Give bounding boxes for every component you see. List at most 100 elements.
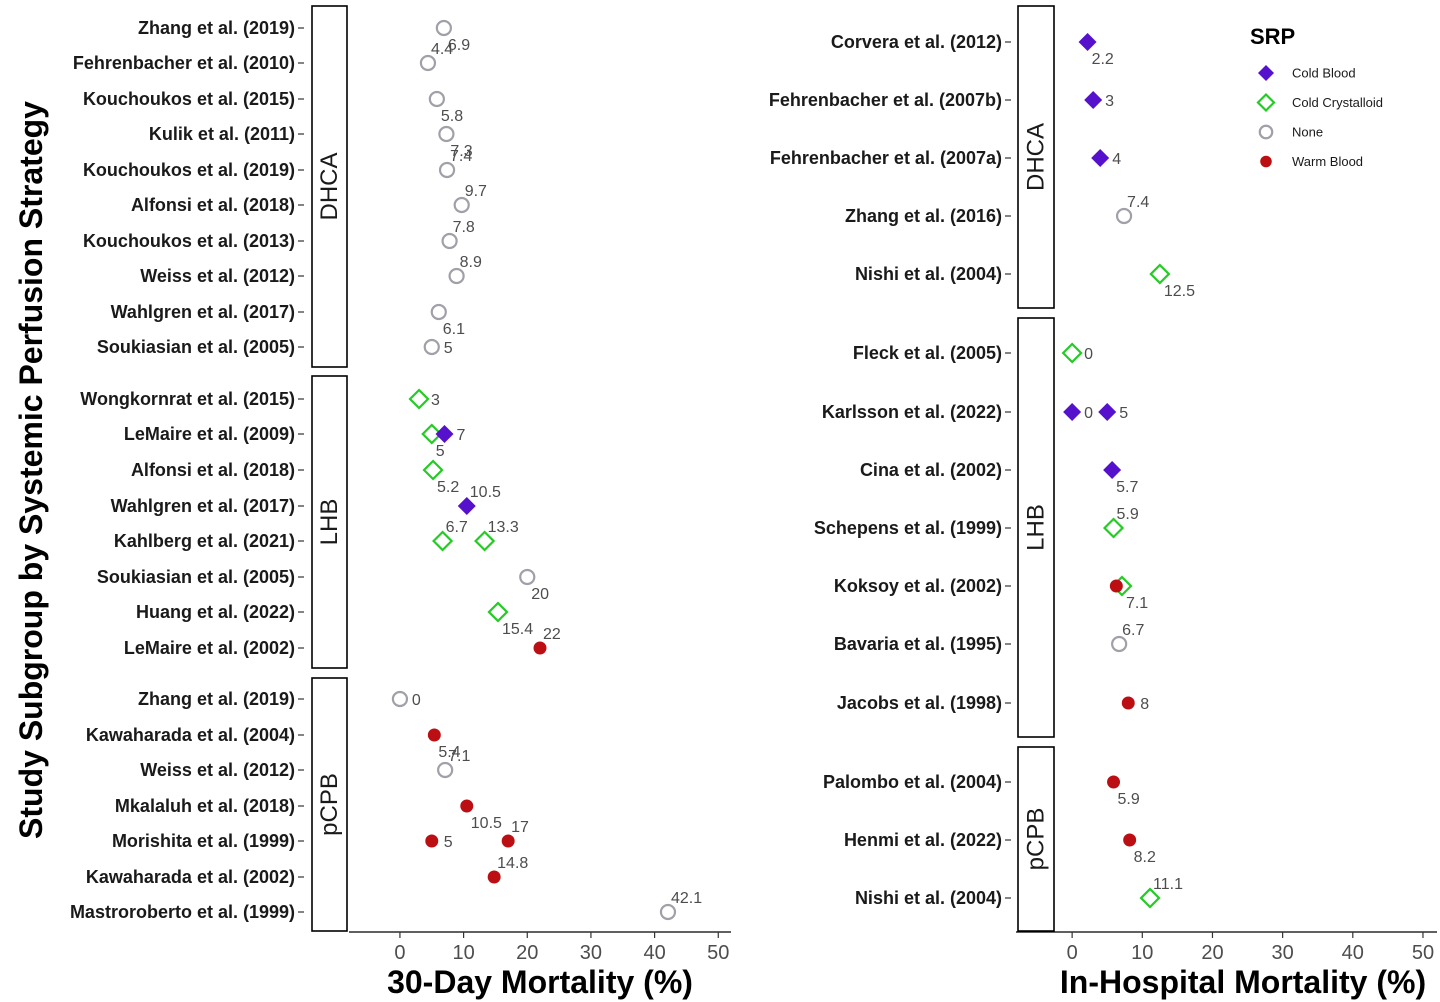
study-label: Zhang et al. (2016) [845, 206, 1002, 226]
data-label: 6.7 [446, 519, 468, 536]
data-point [428, 90, 445, 108]
study-label: Wongkornrat et al. (2015) [80, 389, 295, 409]
study-label: Alfonsi et al. (2018) [131, 195, 295, 215]
study-label: Wahlgren et al. (2017) [111, 302, 295, 322]
facet-strip-label: DHCA [1023, 123, 1050, 191]
legend-key [1258, 65, 1274, 81]
data-label: 10.5 [470, 484, 501, 501]
data-label: 6.7 [1122, 622, 1144, 639]
study-label: Bavaria et al. (1995) [834, 634, 1002, 654]
data-label: 10.5 [471, 815, 502, 832]
data-point [1061, 342, 1083, 364]
legend-label: Warm Blood [1292, 154, 1363, 169]
data-label: 5.4 [438, 744, 460, 761]
study-label: Zhang et al. (2019) [138, 689, 295, 709]
x-tick-label: 0 [394, 942, 405, 964]
panel-lhb: LHB Fleck et al. (2005) 0 Karlsson et al. (… [814, 317, 1149, 738]
study-label: Kawaharada et al. (2002) [86, 867, 295, 887]
facet-strip-label: DHCA [316, 152, 343, 220]
facet-strip [1017, 5, 1055, 309]
data-label: 20 [531, 586, 549, 603]
data-label: 7.1 [448, 748, 470, 765]
y-axis-title: Study Subgroup by Systemic Perfusion Str… [13, 101, 49, 839]
data-label: 5.8 [441, 108, 463, 125]
data-point [435, 19, 452, 37]
data-label: 7.8 [453, 219, 475, 236]
study-label: Weiss et al. (2012) [140, 266, 295, 286]
data-point [1084, 91, 1103, 109]
data-point [1109, 579, 1123, 593]
data-label: 2.2 [1092, 51, 1114, 68]
study-label: Mastroroberto et al. (1999) [70, 902, 295, 922]
facet-strip-label: pCPB [316, 773, 343, 836]
study-label: LeMaire et al. (2009) [124, 424, 295, 444]
x-axis-title: In-Hospital Mortality (%) [1060, 964, 1426, 1000]
facet-strip-label: LHB [1023, 504, 1050, 551]
data-point [1121, 696, 1135, 710]
data-label: 8.2 [1134, 849, 1156, 866]
data-point [1091, 149, 1110, 167]
study-label: Kouchoukos et al. (2015) [83, 89, 295, 109]
study-label: Zhang et al. (2019) [138, 18, 295, 38]
legend: SRP Cold Blood Cold Crystalloid None Warm B… [1250, 24, 1383, 169]
x-tick-label: 10 [1131, 942, 1153, 964]
data-point [432, 530, 454, 552]
legend-key [1260, 155, 1272, 168]
x-tick-label: 20 [1201, 942, 1223, 964]
data-label: 3 [431, 392, 440, 409]
data-label: 17 [511, 819, 529, 836]
study-label: Nishi et al. (2004) [855, 264, 1002, 284]
data-label: 7.4 [450, 148, 472, 165]
data-point [453, 196, 470, 214]
data-label: 7.3 [450, 143, 472, 160]
study-label: Kulik et al. (2011) [149, 124, 295, 144]
facet-strip-label: pCPB [1023, 808, 1050, 871]
data-point [422, 459, 444, 481]
study-label: LeMaire et al. (2002) [124, 638, 295, 658]
data-point [1123, 833, 1137, 847]
data-label: 0 [412, 692, 421, 709]
data-point [519, 568, 536, 586]
data-point [430, 303, 447, 321]
x-tick-label: 50 [707, 942, 729, 964]
panel-dhca: DHCA Zhang et al. (2019) 6.9 Fehrenbacher e… [73, 5, 487, 368]
panel-pcpb: pCPB Palombo et al. (2004) 5.9 Henmi et al.… [823, 746, 1183, 932]
data-point [487, 601, 509, 623]
x-tick-label: 20 [516, 942, 538, 964]
facet-strip [1017, 317, 1055, 738]
x-tick-label: 30 [1272, 942, 1294, 964]
data-label: 5.2 [437, 479, 459, 496]
study-label: Kouchoukos et al. (2019) [83, 160, 295, 180]
study-label: Alfonsi et al. (2018) [131, 460, 295, 480]
data-label: 5.7 [1116, 479, 1138, 496]
study-label: Koksoy et al. (2002) [834, 576, 1002, 596]
data-label: 6.1 [443, 321, 465, 338]
data-label: 5 [444, 834, 453, 851]
facet-strip-label: LHB [316, 499, 343, 546]
data-label: 13.3 [488, 519, 519, 536]
x-tick-label: 0 [1067, 942, 1078, 964]
data-label: 6.9 [448, 37, 470, 54]
data-label: 42.1 [671, 890, 702, 907]
facet-strip [311, 5, 348, 368]
data-point [425, 834, 439, 848]
study-label: Henmi et al. (2022) [844, 830, 1002, 850]
data-label: 0 [1084, 405, 1093, 422]
data-point [435, 425, 454, 443]
study-label: Weiss et al. (2012) [140, 760, 295, 780]
data-label: 7 [457, 427, 466, 444]
study-label: Karlsson et al. (2022) [822, 402, 1002, 422]
data-point [441, 232, 458, 250]
data-point [1103, 461, 1122, 479]
study-label: Soukiasian et al. (2005) [97, 567, 295, 587]
data-label: 4.4 [431, 41, 453, 58]
data-label: 5 [1119, 405, 1128, 422]
data-label: 0 [1084, 346, 1093, 363]
data-label: 15.4 [502, 621, 533, 638]
study-label: Kahlberg et al. (2021) [114, 531, 295, 551]
panel-dhca: DHCA Corvera et al. (2012) 2.2 Fehrenbacher… [769, 5, 1195, 309]
study-label: Corvera et al. (2012) [831, 32, 1002, 52]
study-label: Fehrenbacher et al. (2007b) [769, 90, 1002, 110]
study-label: Huang et al. (2022) [136, 602, 295, 622]
data-label: 5.9 [1117, 506, 1139, 523]
